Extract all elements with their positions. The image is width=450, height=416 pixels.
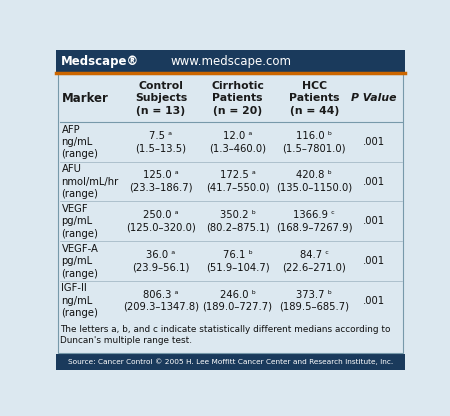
FancyBboxPatch shape <box>56 50 405 73</box>
Text: www.medscape.com: www.medscape.com <box>170 55 291 68</box>
Text: Cirrhotic
Patients
(n = 20): Cirrhotic Patients (n = 20) <box>211 81 264 116</box>
Text: .001: .001 <box>363 176 385 186</box>
Text: 373.7 ᵇ
(189.5–685.7): 373.7 ᵇ (189.5–685.7) <box>279 290 349 312</box>
Text: 350.2 ᵇ
(80.2–875.1): 350.2 ᵇ (80.2–875.1) <box>206 210 270 233</box>
Text: The letters a, b, and c indicate statistically different medians according to
Du: The letters a, b, and c indicate statist… <box>60 325 390 345</box>
Text: 420.8 ᵇ
(135.0–1150.0): 420.8 ᵇ (135.0–1150.0) <box>276 171 352 193</box>
Text: 806.3 ᵃ
(209.3–1347.8): 806.3 ᵃ (209.3–1347.8) <box>123 290 199 312</box>
Text: Marker: Marker <box>62 92 108 105</box>
Text: 1366.9 ᶜ
(168.9–7267.9): 1366.9 ᶜ (168.9–7267.9) <box>276 210 353 233</box>
Text: 250.0 ᵃ
(125.0–320.0): 250.0 ᵃ (125.0–320.0) <box>126 210 196 233</box>
Text: Control
Subjects
(n = 13): Control Subjects (n = 13) <box>135 81 187 116</box>
Text: 7.5 ᵃ
(1.5–13.5): 7.5 ᵃ (1.5–13.5) <box>135 131 186 153</box>
Text: 76.1 ᵇ
(51.9–104.7): 76.1 ᵇ (51.9–104.7) <box>206 250 270 272</box>
Text: IGF-II
ng/mL
(range): IGF-II ng/mL (range) <box>62 283 99 318</box>
Text: HCC
Patients
(n = 44): HCC Patients (n = 44) <box>289 81 340 116</box>
Text: AFU
nmol/mL/hr
(range): AFU nmol/mL/hr (range) <box>62 164 119 199</box>
Text: Medscape®: Medscape® <box>60 55 139 68</box>
Text: .001: .001 <box>363 137 385 147</box>
Text: 36.0 ᵃ
(23.9–56.1): 36.0 ᵃ (23.9–56.1) <box>132 250 189 272</box>
Text: 84.7 ᶜ
(22.6–271.0): 84.7 ᶜ (22.6–271.0) <box>283 250 346 272</box>
Text: Source: Cancer Control © 2005 H. Lee Moffitt Cancer Center and Research Institut: Source: Cancer Control © 2005 H. Lee Mof… <box>68 359 393 365</box>
Text: 12.0 ᵃ
(1.3–460.0): 12.0 ᵃ (1.3–460.0) <box>209 131 266 153</box>
Text: VEGF
pg/mL
(range): VEGF pg/mL (range) <box>62 204 99 239</box>
Text: .001: .001 <box>363 216 385 226</box>
FancyBboxPatch shape <box>56 354 405 370</box>
Text: AFP
ng/mL
(range): AFP ng/mL (range) <box>62 124 99 159</box>
Text: 125.0 ᵃ
(23.3–186.7): 125.0 ᵃ (23.3–186.7) <box>129 171 193 193</box>
Text: P Value: P Value <box>351 93 396 103</box>
Text: VEGF-A
pg/mL
(range): VEGF-A pg/mL (range) <box>62 244 99 279</box>
Text: .001: .001 <box>363 256 385 266</box>
Text: .001: .001 <box>363 296 385 306</box>
Text: 116.0 ᵇ
(1.5–7801.0): 116.0 ᵇ (1.5–7801.0) <box>283 131 346 153</box>
Text: 172.5 ᵃ
(41.7–550.0): 172.5 ᵃ (41.7–550.0) <box>206 171 270 193</box>
Text: 246.0 ᵇ
(189.0–727.7): 246.0 ᵇ (189.0–727.7) <box>202 290 273 312</box>
